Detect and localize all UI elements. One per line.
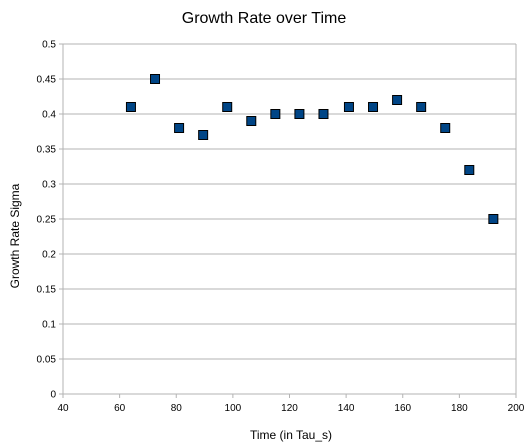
- y-tick-label: 0: [50, 390, 56, 401]
- y-tick-label: 0.15: [37, 285, 57, 296]
- data-point: [464, 165, 475, 175]
- x-tick-label: 180: [451, 403, 468, 414]
- data-point: [440, 123, 451, 133]
- y-tick-label: 0.5: [42, 40, 56, 51]
- axes: [59, 43, 517, 398]
- data-point: [368, 102, 379, 112]
- y-tick-label: 0.1: [42, 320, 56, 331]
- data-point: [174, 123, 185, 133]
- data-point: [392, 95, 403, 105]
- data-point: [416, 102, 427, 112]
- data-point: [150, 74, 161, 84]
- y-tick-label: 0.45: [37, 75, 57, 86]
- y-tick-label: 0.3: [42, 180, 56, 191]
- data-point: [343, 102, 354, 112]
- data-point: [294, 109, 305, 119]
- data-points: [125, 74, 499, 224]
- grid-lines: [63, 43, 516, 395]
- x-tick-label: 140: [338, 403, 355, 414]
- data-point: [222, 102, 233, 112]
- x-tick-label: 60: [114, 403, 126, 414]
- data-point: [270, 109, 281, 119]
- y-axis-label: Growth Rate Sigma: [8, 183, 22, 288]
- y-tick-label: 0.2: [42, 250, 56, 261]
- y-tick-label: 0.4: [42, 110, 56, 121]
- y-tick-label: 0.25: [37, 215, 57, 226]
- y-tick-label: 0.35: [37, 145, 57, 156]
- x-tick-label: 100: [225, 403, 242, 414]
- x-tick-label: 40: [57, 403, 69, 414]
- x-tick-label: 80: [171, 403, 183, 414]
- y-tick-label: 0.05: [37, 355, 57, 366]
- data-point: [488, 214, 499, 224]
- data-point: [318, 109, 329, 119]
- chart-title: Growth Rate over Time: [182, 10, 347, 27]
- data-point: [125, 102, 136, 112]
- x-axis-label: Time (in Tau_s): [250, 428, 332, 442]
- x-tick-label: 120: [281, 403, 298, 414]
- x-tick-label: 160: [394, 403, 411, 414]
- data-point: [246, 116, 257, 126]
- data-point: [198, 130, 209, 140]
- x-tick-label: 200: [508, 403, 525, 414]
- tick-labels: 0 0.05 0.1 0.15 0.2 0.25 0.3 0.35 0.4 0.45 0.5 40 60…: [37, 40, 525, 415]
